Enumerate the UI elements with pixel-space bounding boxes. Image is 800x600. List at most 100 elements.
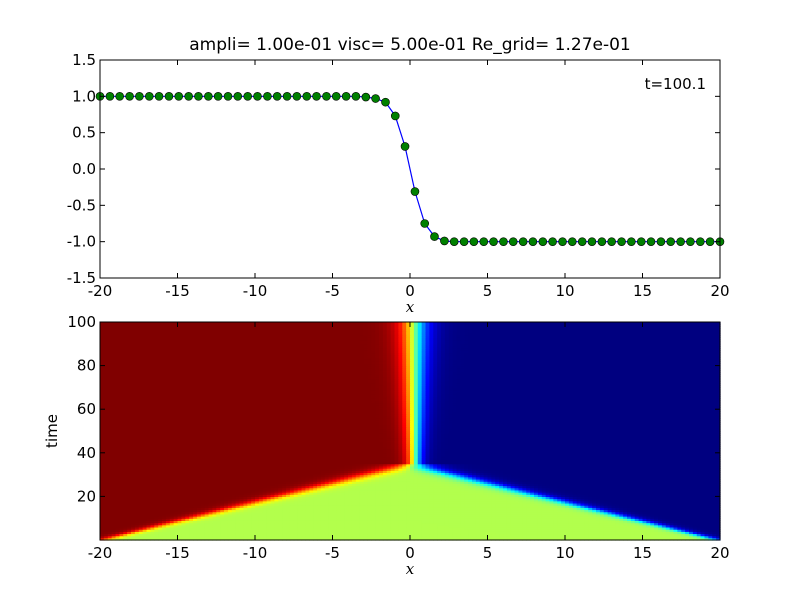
heatmap-cell [673, 500, 678, 504]
heatmap-cell [402, 496, 407, 500]
heatmap-cell [642, 516, 647, 519]
heatmap-cell [177, 485, 182, 489]
heatmap-cell [375, 478, 380, 482]
heatmap-cell [472, 518, 477, 521]
heatmap-cell [557, 502, 562, 506]
data-point [528, 237, 538, 246]
data-point [125, 92, 134, 101]
heatmap-cell [270, 487, 275, 491]
heatmap-cell [545, 478, 551, 482]
heatmap-cell [390, 522, 396, 526]
heatmap-cell [324, 481, 330, 484]
heatmap-cell [665, 526, 671, 530]
heatmap-cell [650, 485, 655, 489]
heatmap-cell [282, 520, 287, 524]
data-point [263, 92, 272, 101]
heatmap-cell [479, 529, 485, 532]
heatmap-cell [278, 489, 283, 493]
heatmap-cell [677, 509, 682, 513]
heatmap-cell [526, 494, 531, 497]
data-point [627, 237, 636, 246]
heatmap-cell [673, 478, 678, 482]
heatmap-cell [379, 522, 384, 526]
heatmap-cell [320, 485, 326, 489]
heatmap-cell [235, 478, 241, 482]
heatmap-cell [390, 496, 396, 500]
heatmap-cell [146, 524, 151, 528]
heatmap-cell [185, 492, 190, 495]
heatmap-cell [410, 518, 415, 521]
heatmap-cell [592, 487, 597, 491]
data-point [597, 237, 607, 246]
heatmap-cell [181, 502, 186, 506]
heatmap-cell [293, 487, 299, 491]
heatmap-cell [282, 529, 287, 532]
heatmap-cell [247, 509, 252, 513]
heatmap-cell [611, 502, 616, 506]
heatmap-cell [654, 529, 659, 532]
heatmap-cell [231, 513, 237, 517]
heatmap-cell [142, 533, 148, 537]
heatmap-cell [146, 522, 151, 526]
heatmap-cell [235, 492, 241, 495]
heatmap-cell [379, 498, 384, 502]
heatmap-cell [603, 502, 609, 506]
heatmap-cell [111, 520, 117, 524]
heatmap-cell [251, 526, 256, 530]
heatmap-cell [410, 531, 415, 535]
heatmap-cell [231, 492, 237, 495]
heatmap-cell [630, 526, 636, 530]
heatmap-cell [510, 476, 516, 480]
heatmap-cell [599, 502, 605, 506]
heatmap-cell [472, 531, 477, 535]
heatmap-cell [355, 505, 361, 508]
heatmap-cell [611, 505, 616, 508]
heatmap-cell [379, 500, 384, 504]
heatmap-cell [216, 524, 221, 528]
heatmap-cell [499, 513, 504, 517]
heatmap-cell [146, 478, 151, 482]
heatmap-cell [572, 487, 578, 491]
heatmap-cell [394, 502, 399, 506]
heatmap-cell [262, 492, 268, 495]
heatmap-cell [289, 516, 295, 519]
heatmap-cell [208, 502, 213, 506]
heatmap-cell [367, 483, 372, 487]
heatmap-cell [204, 531, 210, 535]
heatmap-cell [615, 494, 620, 497]
heatmap-cell [638, 494, 644, 497]
heatmap-cell [371, 476, 376, 480]
heatmap-cell [568, 518, 574, 521]
heatmap-cell [417, 529, 423, 532]
heatmap-cell [692, 474, 698, 478]
heatmap-cell [344, 526, 349, 530]
heatmap-cell [627, 511, 632, 515]
heatmap-cell [495, 516, 500, 519]
heatmap-cell [665, 487, 671, 491]
heatmap-cell [425, 533, 430, 537]
heatmap-cell [379, 494, 384, 497]
heatmap-cell [390, 516, 396, 519]
heatmap-cell [681, 494, 686, 497]
heatmap-cell [340, 487, 345, 491]
heatmap-cell [572, 533, 578, 537]
heatmap-cell [658, 498, 663, 502]
heatmap-cell [607, 524, 613, 528]
heatmap-cell [115, 511, 120, 515]
heatmap-cell [348, 513, 353, 517]
heatmap-cell [297, 502, 303, 506]
heatmap-cell [100, 478, 105, 482]
heatmap-cell [588, 518, 593, 521]
heatmap-cell [255, 524, 260, 528]
heatmap-cell [158, 526, 163, 530]
heatmap-cell [549, 518, 554, 521]
heatmap-cell [704, 496, 709, 500]
heatmap-cell [464, 522, 469, 526]
heatmap-cell [227, 498, 233, 502]
heatmap-cell [131, 474, 136, 478]
heatmap-cell [696, 537, 702, 541]
heatmap-cell [704, 507, 709, 511]
heatmap-cell [503, 509, 508, 513]
heatmap-cell [433, 535, 438, 539]
heatmap-cell [123, 516, 128, 519]
